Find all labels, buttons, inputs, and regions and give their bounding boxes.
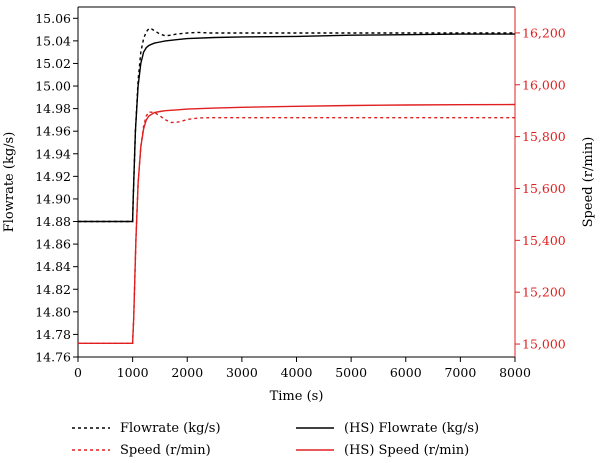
axes-layer: 0 1000 2000 3000 4000 5000 6000 7000 8000 14.76 14… [2, 6, 596, 404]
x-tick-label: 4000 [281, 365, 313, 380]
legend-label: (HS) Speed (r/min) [344, 443, 469, 458]
left-axis-title: Flowrate (kg/s) [2, 132, 17, 233]
right-tick-label: 15,400 [522, 233, 566, 248]
right-tick-label: 16,000 [522, 77, 566, 92]
left-tick-label: 14.80 [35, 304, 71, 319]
legend: Flowrate (kg/s) Speed (r/min) (HS) Flowrat… [72, 421, 479, 458]
left-tick-label: 14.82 [35, 282, 71, 297]
right-tick-label: 15,600 [522, 181, 566, 196]
left-tick-label: 14.98 [35, 101, 71, 116]
right-tick-label: 16,200 [522, 25, 566, 40]
legend-label: Flowrate (kg/s) [120, 421, 221, 436]
series-line-3 [78, 103, 516, 344]
x-tick-label: 7000 [444, 365, 476, 380]
x-tick-label: 5000 [335, 365, 367, 380]
x-tick-label: 8000 [499, 365, 531, 380]
x-tick-label: 1000 [117, 365, 149, 380]
left-tick-label: 14.88 [35, 214, 71, 229]
left-tick-label: 15.02 [35, 56, 71, 71]
left-tick-label: 15.06 [35, 11, 71, 26]
series-line-0 [78, 27, 515, 223]
right-tick-label: 15,000 [522, 337, 566, 352]
legend-label: Speed (r/min) [120, 443, 211, 458]
left-tick-label: 14.78 [35, 327, 71, 342]
left-tick-label: 14.86 [35, 237, 71, 252]
left-tick-label: 14.94 [35, 146, 71, 161]
left-tick-label: 14.84 [35, 259, 71, 274]
x-tick-label: 6000 [390, 365, 422, 380]
left-tick-label: 15.04 [35, 33, 71, 48]
x-tick-label: 2000 [171, 365, 203, 380]
left-tick-label: 14.90 [35, 191, 71, 206]
legend-label: (HS) Flowrate (kg/s) [344, 421, 479, 436]
left-tick-label: 14.92 [35, 169, 71, 184]
series-layer [78, 27, 516, 344]
left-tick-label: 14.96 [35, 124, 71, 139]
right-axis-title: Speed (r/min) [581, 137, 596, 228]
series-line-1 [78, 111, 515, 344]
left-tick-label: 15.00 [35, 79, 71, 94]
x-tick-label: 3000 [226, 365, 258, 380]
series-line-2 [78, 33, 515, 223]
right-tick-label: 15,800 [522, 129, 566, 144]
right-tick-label: 15,200 [522, 285, 566, 300]
x-tick-label: 0 [74, 365, 82, 380]
x-axis-title: Time (s) [270, 389, 324, 404]
left-tick-label: 14.76 [35, 350, 71, 365]
